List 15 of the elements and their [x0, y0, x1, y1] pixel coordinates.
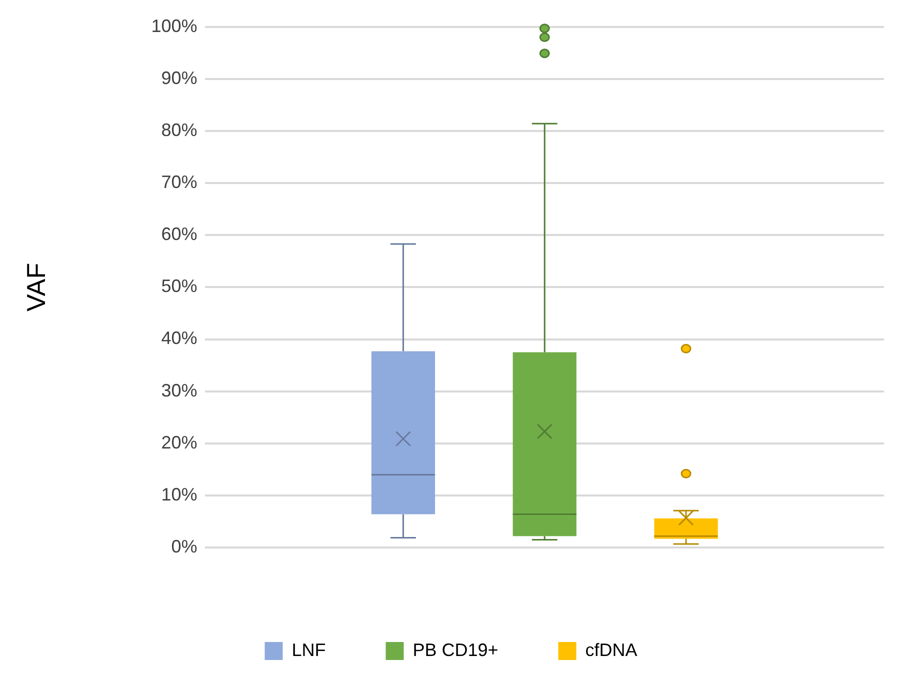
y-axis-title: VAF: [20, 262, 51, 312]
y-tick-label: 40%: [161, 328, 198, 348]
y-tick-label: 50%: [161, 276, 198, 296]
legend-label: cfDNA: [585, 640, 638, 660]
y-tick-label: 70%: [161, 172, 198, 192]
y-tick-label: 30%: [161, 380, 198, 400]
legend-label: PB CD19+: [412, 640, 498, 660]
y-tick-label: 100%: [151, 16, 198, 36]
y-tick-label: 90%: [161, 68, 198, 88]
legend-label: LNF: [292, 640, 326, 660]
y-tick-label: 60%: [161, 224, 198, 244]
y-tick-label: 20%: [161, 432, 198, 452]
y-tick-label: 10%: [161, 484, 198, 504]
y-tick-label: 0%: [171, 536, 198, 557]
y-tick-label: 80%: [161, 120, 198, 140]
